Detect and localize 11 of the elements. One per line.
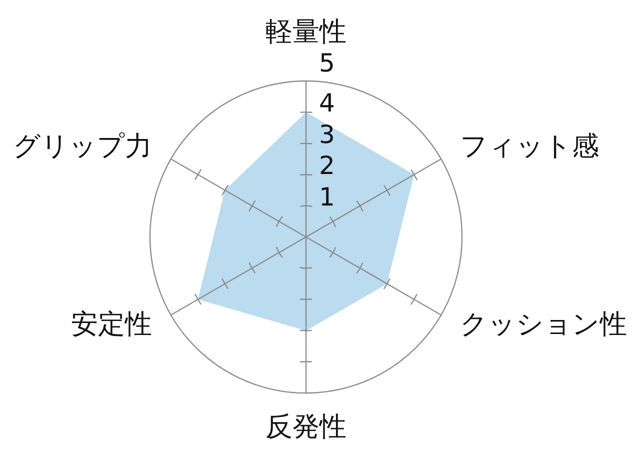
y-tick-label: 2 <box>319 151 335 180</box>
y-tick-label: 3 <box>319 120 335 149</box>
spoke-label: クッション性 <box>460 309 628 340</box>
spoke-label: 反発性 <box>266 412 346 443</box>
spoke-label: フィット感 <box>460 131 600 162</box>
spoke-label: グリップ力 <box>12 131 152 162</box>
y-tick-label: 4 <box>319 88 335 118</box>
spoke-label: 安定性 <box>70 309 152 340</box>
spoke-label: 軽量性 <box>266 16 346 48</box>
y-tick-label: 5 <box>319 48 335 78</box>
y-tick-label: 1 <box>319 182 335 212</box>
